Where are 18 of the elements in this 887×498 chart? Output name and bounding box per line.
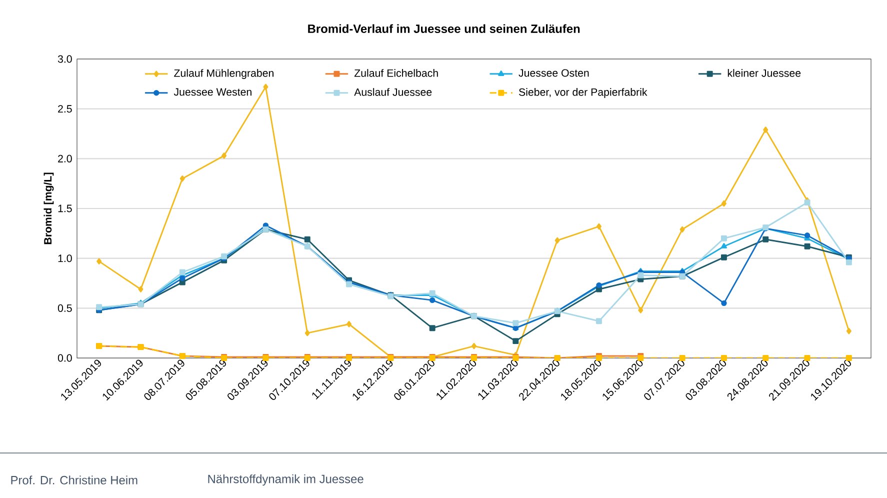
y-tick-label: 0.5: [58, 304, 72, 312]
text: Prof. Dr. Christine Heim: [11, 476, 138, 484]
chart-title: Bromid-Verlauf im Juessee und seinen Zuläufen: [308, 24, 580, 34]
legend-label: Sieber, vor der Papierfabrik: [518, 88, 648, 98]
legend-label: Juessee Westen: [174, 88, 252, 96]
y-tick-label: 1.0: [58, 254, 72, 262]
y-tick-label: 1.5: [58, 204, 72, 212]
legend-label: kleiner Juessee: [728, 69, 801, 77]
y-tick-label: 3.0: [58, 55, 72, 63]
y-axis-title: Bromid [mg/L]: [44, 172, 54, 244]
legend-label: Juessee Osten: [518, 69, 589, 77]
y-tick-label: 0.0: [58, 354, 72, 362]
legend-label: Zulauf Eichelbach: [354, 69, 438, 77]
y-tick-label: 2.5: [58, 105, 72, 113]
legend-label: Zulauf Mühlengraben: [174, 69, 274, 79]
y-tick-label: 2.0: [58, 154, 72, 162]
text: Nährstoffdynamik im Juessee: [208, 474, 364, 486]
legend-label: Auslauf Juessee: [354, 88, 432, 96]
